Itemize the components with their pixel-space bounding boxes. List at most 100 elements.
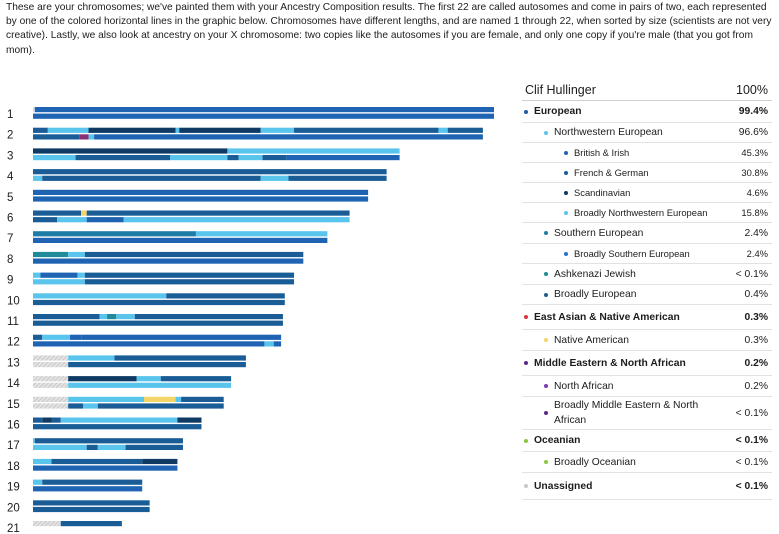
segment-broadly_nw_european[interactable]	[116, 314, 135, 320]
segment-british_irish[interactable]	[33, 237, 328, 243]
segment-broadly_nw_european[interactable]	[175, 396, 182, 402]
segment-british_irish[interactable]	[81, 334, 282, 340]
segment-british_irish[interactable]	[273, 341, 282, 347]
segment-french_german[interactable]	[288, 175, 387, 181]
segment-french_german[interactable]	[33, 299, 285, 306]
segment-french_german[interactable]	[33, 417, 43, 423]
segment-french_german[interactable]	[33, 217, 58, 223]
segment-scandinavian[interactable]	[68, 376, 137, 382]
segment-british_irish[interactable]	[70, 334, 82, 340]
segment-broadly_nw_european[interactable]	[136, 376, 161, 382]
segment-broadly_nw_european[interactable]	[260, 127, 295, 133]
segment-french_german[interactable]	[125, 444, 183, 450]
segment-broadly_nw_european[interactable]	[68, 396, 145, 402]
segment-british_irish[interactable]	[33, 486, 143, 492]
segment-broadly_nw_european[interactable]	[33, 479, 43, 485]
segment-ashkenazi[interactable]	[107, 314, 117, 320]
segment-french_german[interactable]	[51, 458, 143, 465]
segment-broadly_nw_european[interactable]	[33, 458, 52, 465]
segment-french_german[interactable]	[227, 155, 239, 161]
segment-french_german[interactable]	[33, 314, 100, 320]
segment-french_german[interactable]	[134, 314, 283, 320]
segment-french_german[interactable]	[33, 210, 82, 216]
legend-row[interactable]: European 99.4%	[522, 101, 772, 123]
segment-unassigned[interactable]	[33, 107, 35, 113]
segment-broadly_nw_european[interactable]	[42, 334, 71, 340]
segment-british_irish[interactable]	[40, 272, 78, 278]
segment-french_german[interactable]	[60, 521, 122, 527]
legend-row[interactable]: French & German 30.8%	[522, 163, 772, 183]
segment-unassigned[interactable]	[33, 382, 69, 388]
segment-british_irish[interactable]	[86, 217, 124, 223]
segment-broadly_nw_european[interactable]	[82, 403, 98, 409]
segment-british_irish[interactable]	[286, 155, 400, 161]
segment-broadly_nw_european[interactable]	[33, 444, 87, 450]
segment-unassigned[interactable]	[33, 355, 69, 361]
segment-british_irish[interactable]	[33, 196, 369, 202]
segment-scandinavian[interactable]	[142, 458, 178, 465]
segment-broadly_nw_european[interactable]	[264, 341, 274, 347]
segment-french_german[interactable]	[84, 251, 304, 258]
segment-broadly_nw_european[interactable]	[33, 293, 167, 299]
legend-row[interactable]: Ashkenazi Jewish < 0.1%	[522, 264, 772, 285]
segment-french_german[interactable]	[33, 169, 387, 175]
segment-french_german[interactable]	[42, 479, 143, 485]
segment-broadly_nw_european[interactable]	[33, 175, 43, 181]
legend-row[interactable]: Middle Eastern & North African 0.2%	[522, 351, 772, 376]
segment-french_german[interactable]	[84, 272, 295, 278]
legend-row[interactable]: Oceanian < 0.1%	[522, 430, 772, 452]
segment-broadly_nw_european[interactable]	[33, 272, 41, 278]
segment-french_german[interactable]	[33, 500, 150, 506]
segment-scandinavian[interactable]	[88, 127, 176, 133]
segment-scandinavian[interactable]	[177, 417, 202, 423]
legend-row[interactable]: Broadly European 0.4%	[522, 285, 772, 305]
segment-broadly_nw_european[interactable]	[88, 134, 95, 140]
segment-native_american[interactable]	[144, 396, 176, 402]
segment-unassigned[interactable]	[33, 376, 69, 382]
segment-french_german[interactable]	[33, 506, 150, 513]
segment-french_german[interactable]	[160, 376, 232, 382]
segment-french_german[interactable]	[68, 362, 246, 368]
segment-broadly_mena[interactable]	[79, 134, 89, 140]
segment-french_german[interactable]	[51, 417, 61, 423]
legend-row[interactable]: Southern European 2.4%	[522, 223, 772, 244]
segment-broadly_nw_european[interactable]	[438, 127, 448, 133]
segment-french_german[interactable]	[33, 127, 48, 133]
segment-british_irish[interactable]	[33, 341, 265, 347]
segment-british_irish[interactable]	[33, 189, 369, 195]
segment-unassigned[interactable]	[33, 521, 61, 527]
segment-british_irish[interactable]	[94, 134, 483, 140]
segment-scandinavian[interactable]	[42, 417, 52, 423]
segment-broadly_nw_european[interactable]	[99, 314, 108, 320]
segment-southern_european[interactable]	[33, 231, 196, 237]
segment-french_german[interactable]	[33, 334, 43, 340]
segment-french_german[interactable]	[166, 293, 285, 299]
segment-broadly_nw_european[interactable]	[60, 417, 178, 423]
segment-native_american[interactable]	[81, 210, 87, 216]
legend-row[interactable]: Scandinavian 4.6%	[522, 183, 772, 203]
segment-broadly_nw_european[interactable]	[68, 251, 85, 258]
segment-ashkenazi[interactable]	[33, 251, 69, 258]
segment-broadly_nw_european[interactable]	[97, 444, 126, 450]
segment-french_german[interactable]	[84, 279, 295, 285]
segment-broadly_nw_european[interactable]	[68, 382, 232, 388]
segment-french_german[interactable]	[75, 155, 170, 161]
segment-broadly_nw_european[interactable]	[33, 438, 35, 444]
segment-french_german[interactable]	[86, 444, 98, 450]
segment-unassigned[interactable]	[33, 396, 69, 402]
segment-broadly_nw_european[interactable]	[175, 127, 180, 133]
legend-row[interactable]: Broadly Southern European 2.4%	[522, 244, 772, 264]
segment-french_german[interactable]	[86, 210, 350, 216]
segment-french_german[interactable]	[34, 438, 183, 444]
segment-british_irish[interactable]	[34, 107, 494, 113]
segment-scandinavian[interactable]	[179, 127, 261, 133]
segment-british_irish[interactable]	[33, 113, 494, 119]
segment-french_german[interactable]	[262, 155, 287, 161]
segment-broadly_nw_european[interactable]	[47, 127, 89, 133]
segment-broadly_nw_european[interactable]	[123, 217, 350, 223]
segment-british_irish[interactable]	[33, 465, 178, 471]
segment-french_german[interactable]	[294, 127, 439, 133]
legend-row[interactable]: Native American 0.3%	[522, 330, 772, 351]
segment-broadly_nw_european[interactable]	[238, 155, 263, 161]
segment-broadly_nw_european[interactable]	[33, 155, 76, 161]
